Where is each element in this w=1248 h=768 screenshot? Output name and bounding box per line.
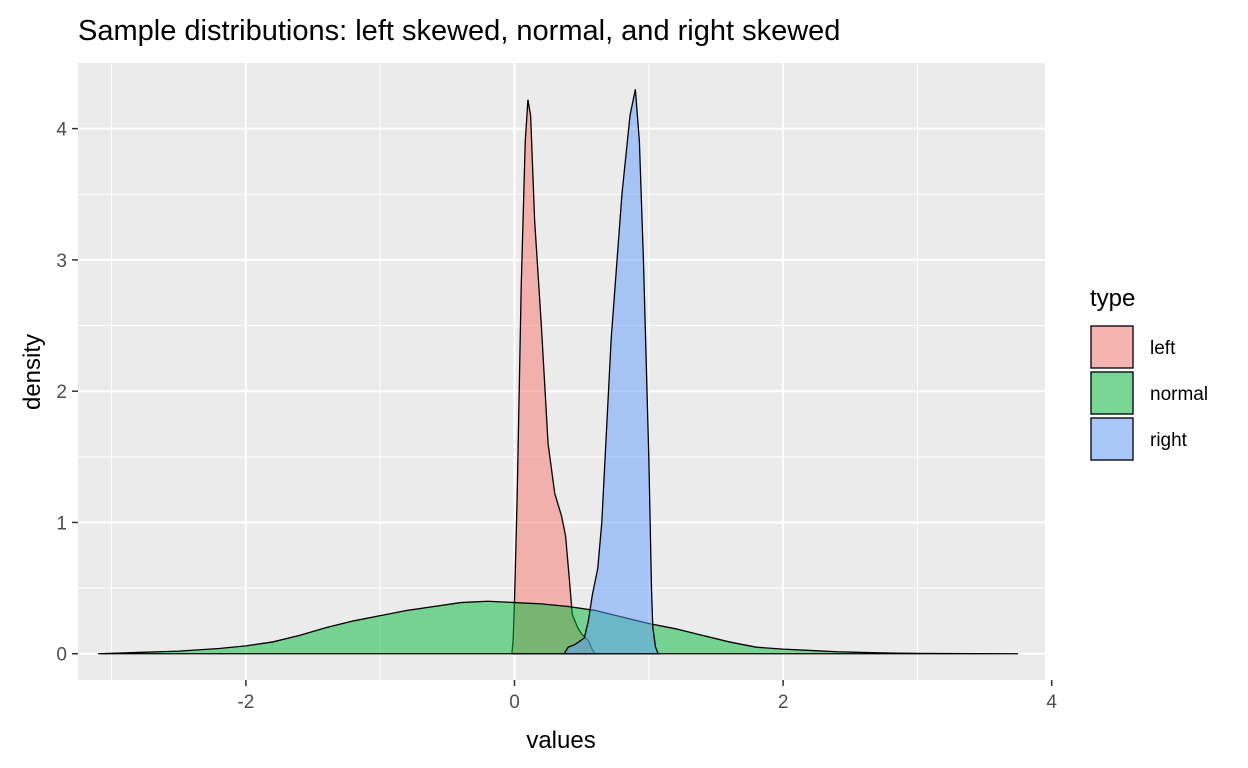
minor-gridlines [78,63,1045,680]
y-tick-label: 4 [56,120,67,141]
x-axis-title: values [526,727,595,754]
y-tick-label: 3 [56,251,67,272]
density-areas [98,89,1019,655]
x-tick-label: -2 [237,692,254,713]
x-axis-ticks: -2 0 2 4 [237,680,1057,713]
y-tick-label: 2 [56,382,67,403]
legend-label-right: right [1150,430,1188,451]
x-tick-label: 2 [778,692,789,713]
legend: type left normal right [1090,285,1208,461]
y-axis-title: density [19,334,46,410]
x-tick-label: 4 [1046,692,1057,713]
chart-title: Sample distributions: left skewed, norma… [78,15,840,47]
x-tick-label: 0 [509,692,520,713]
legend-title: type [1090,285,1135,312]
density-area-normal [98,600,1019,655]
y-tick-label: 0 [56,645,67,666]
y-tick-label: 1 [56,513,67,534]
y-axis-ticks: 0 1 2 3 4 [56,120,78,666]
legend-swatch-right [1090,417,1134,461]
density-area-right [563,89,660,655]
legend-swatch-normal [1090,371,1134,415]
legend-label-normal: normal [1150,384,1208,405]
legend-swatch-left [1090,325,1134,369]
legend-label-left: left [1150,338,1176,359]
